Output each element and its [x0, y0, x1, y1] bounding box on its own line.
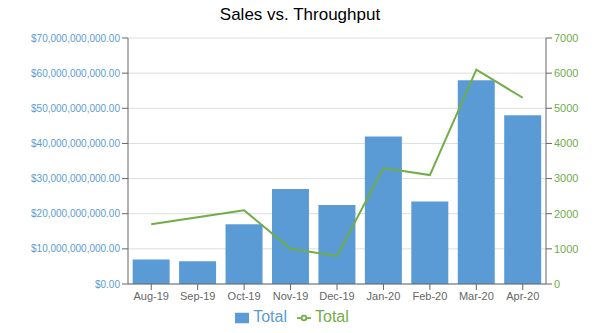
svg-text:$40,000,000,000.00: $40,000,000,000.00 — [31, 138, 120, 149]
svg-text:Mar-20: Mar-20 — [459, 290, 494, 302]
svg-text:7000: 7000 — [554, 32, 578, 44]
svg-text:$50,000,000,000.00: $50,000,000,000.00 — [31, 103, 120, 114]
svg-text:$10,000,000,000.00: $10,000,000,000.00 — [31, 243, 120, 254]
svg-text:Dec-19: Dec-19 — [319, 290, 354, 302]
html-text:Sales vs. Throughput: Sales vs. Throughput — [219, 5, 381, 24]
svg-text:Oct-19: Oct-19 — [228, 290, 261, 302]
svg-text:6000: 6000 — [554, 67, 578, 79]
svg-text:$30,000,000,000.00: $30,000,000,000.00 — [31, 173, 120, 184]
svg-text:Jan-20: Jan-20 — [367, 290, 401, 302]
svg-text:$60,000,000,000.00: $60,000,000,000.00 — [31, 68, 120, 79]
svg-text:Sep-19: Sep-19 — [180, 290, 215, 302]
svg-text:$20,000,000,000.00: $20,000,000,000.00 — [31, 208, 120, 219]
html-text:Total: Total — [253, 308, 287, 325]
svg-text:0: 0 — [554, 278, 560, 290]
svg-text:Apr-20: Apr-20 — [506, 290, 539, 302]
svg-text:4000: 4000 — [554, 137, 578, 149]
svg-text:Feb-20: Feb-20 — [412, 290, 447, 302]
svg-text:2000: 2000 — [554, 208, 578, 220]
svg-text:1000: 1000 — [554, 243, 578, 255]
svg-text:5000: 5000 — [554, 102, 578, 114]
svg-text:Nov-19: Nov-19 — [273, 290, 308, 302]
html-text:Total: Total — [315, 308, 349, 325]
svg-text:Aug-19: Aug-19 — [133, 290, 168, 302]
svg-text:$0.00: $0.00 — [95, 279, 120, 290]
svg-text:3000: 3000 — [554, 172, 578, 184]
svg-text:$70,000,000,000.00: $70,000,000,000.00 — [31, 33, 120, 44]
